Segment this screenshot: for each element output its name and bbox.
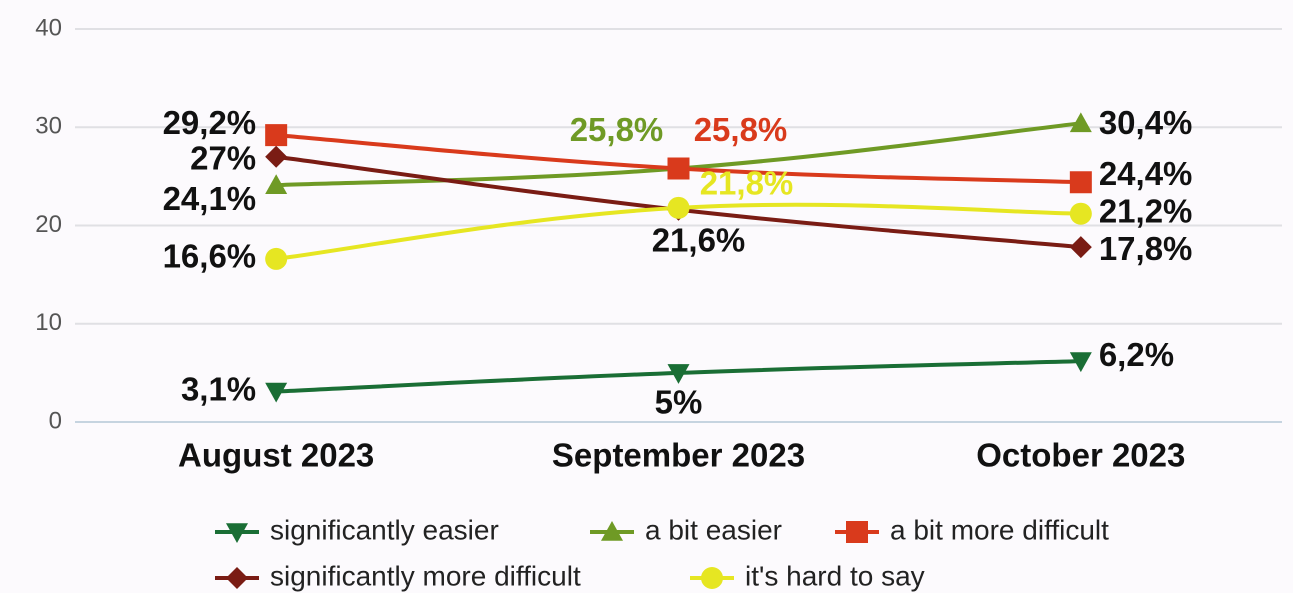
- data-label: 27%: [190, 139, 256, 176]
- y-tick-label: 20: [35, 211, 62, 238]
- legend-marker: [226, 567, 248, 589]
- data-point: [1069, 236, 1092, 259]
- data-label: 30,4%: [1099, 104, 1193, 141]
- data-label: 5%: [655, 384, 703, 421]
- x-tick-label: October 2023: [976, 437, 1185, 474]
- data-label: 29,2%: [163, 104, 257, 141]
- data-label: 24,4%: [1099, 155, 1193, 192]
- data-point: [265, 174, 288, 195]
- legend-label: significantly easier: [270, 514, 499, 545]
- y-tick-label: 10: [35, 309, 62, 336]
- data-label: 6,2%: [1099, 336, 1174, 373]
- data-label: 24,1%: [163, 180, 257, 217]
- data-point: [265, 382, 288, 403]
- legend-marker: [601, 521, 623, 541]
- data-point: [1069, 112, 1092, 133]
- data-point: [667, 364, 690, 384]
- data-label: 21,8%: [700, 165, 794, 202]
- data-point: [667, 157, 690, 180]
- data-point: [1069, 171, 1092, 194]
- data-label: 3,1%: [181, 370, 256, 407]
- data-point: [1069, 352, 1092, 373]
- legend-label: a bit easier: [645, 514, 782, 545]
- x-tick-label: August 2023: [178, 437, 374, 474]
- y-tick-label: 0: [49, 407, 62, 434]
- data-point: [1069, 202, 1092, 225]
- data-label: 21,6%: [652, 221, 746, 258]
- legend-label: significantly more difficult: [270, 560, 581, 591]
- legend-label: it's hard to say: [745, 560, 925, 591]
- data-label: 17,8%: [1099, 230, 1193, 267]
- y-tick-label: 40: [35, 14, 62, 41]
- data-point: [265, 247, 288, 270]
- data-point: [265, 145, 288, 168]
- data-label: 16,6%: [163, 238, 257, 275]
- data-label: 25,8%: [570, 111, 664, 148]
- data-point: [667, 196, 690, 219]
- data-label: 21,2%: [1099, 192, 1193, 229]
- data-label: 25,8%: [694, 111, 788, 148]
- legend-marker: [700, 566, 724, 590]
- x-tick-label: September 2023: [552, 437, 805, 474]
- legend-label: a bit more difficult: [890, 514, 1109, 545]
- y-tick-label: 30: [35, 113, 62, 140]
- legend-marker: [226, 523, 248, 543]
- legend-marker: [846, 521, 868, 543]
- data-point: [265, 124, 288, 147]
